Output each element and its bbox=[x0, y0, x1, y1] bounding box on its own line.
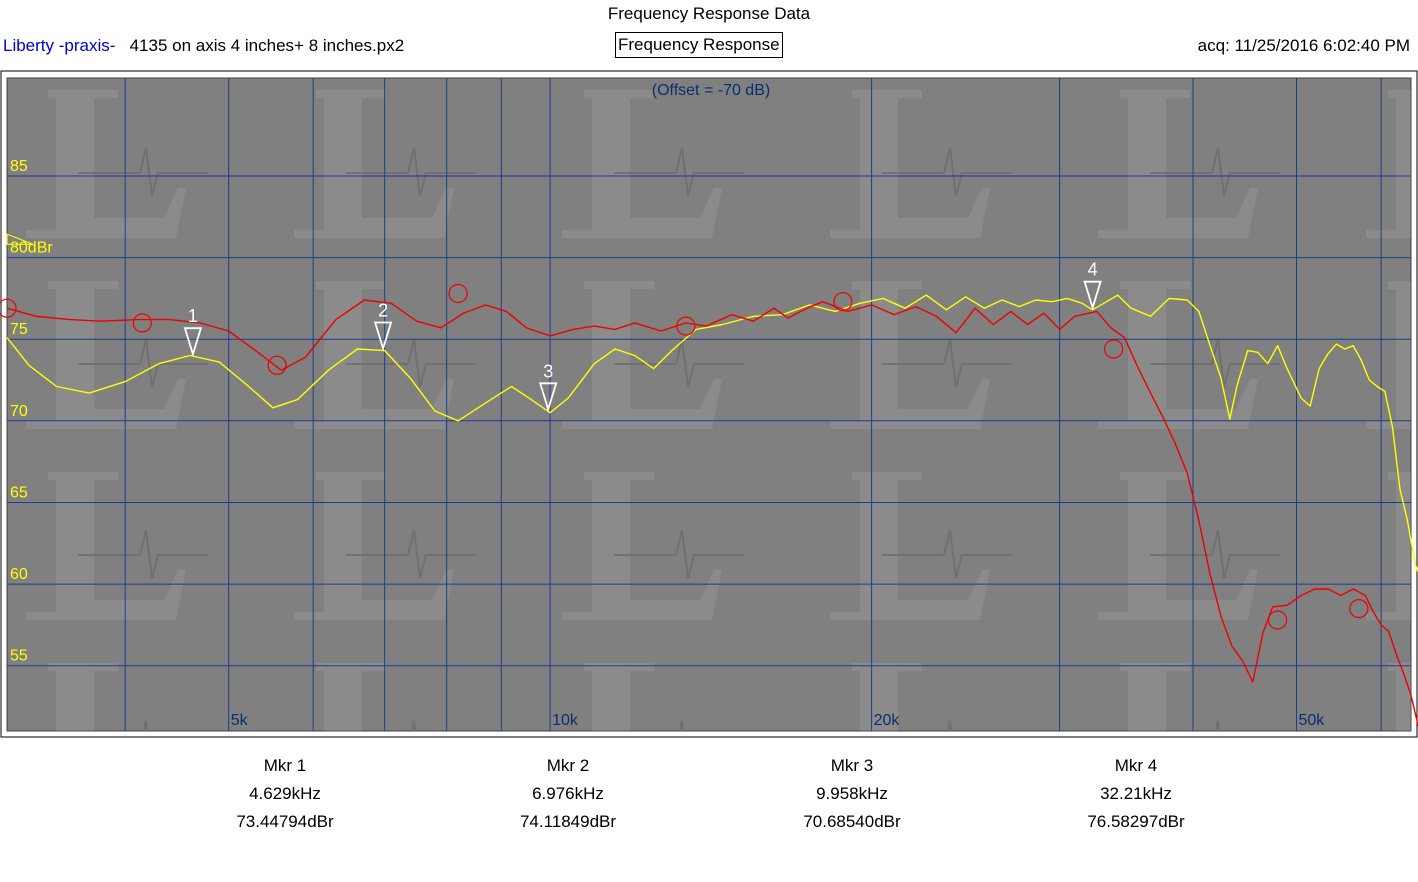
circle-marker bbox=[1267, 610, 1288, 630]
y-tick-label: 80dBr bbox=[10, 240, 53, 257]
marker-readout-1: Mkr 1 4.629kHz 73.44794dBr bbox=[175, 752, 395, 836]
delta-marker-label: 2 bbox=[378, 301, 388, 321]
circle-marker bbox=[676, 316, 696, 336]
program-name: Liberty -praxis- bbox=[3, 36, 116, 55]
delta-marker-label: 3 bbox=[543, 361, 553, 381]
frequency-response-chart: 85 80dBr 75 70 65 60 55 5k 10k 20k 50k (Offset = -… bbox=[0, 70, 1418, 738]
marker-readout-frequency: 9.958kHz bbox=[816, 784, 888, 803]
grid bbox=[7, 78, 1411, 731]
x-tick-label: 20k bbox=[874, 712, 901, 729]
offset-note: (Offset = -70 dB) bbox=[652, 82, 770, 99]
marker-readout-4: Mkr 4 32.21kHz 76.58297dBr bbox=[1026, 752, 1246, 836]
delta-marker bbox=[183, 327, 203, 358]
chart-title: Frequency Response Data bbox=[607, 4, 811, 23]
y-tick-label: 85 bbox=[10, 158, 28, 175]
marker-readout-level: 73.44794dBr bbox=[236, 812, 334, 831]
watermark-pattern bbox=[7, 78, 1411, 731]
marker-readout-name: Mkr 4 bbox=[1114, 756, 1158, 775]
circle-marker bbox=[1103, 339, 1124, 359]
frequency-response-tab[interactable]: Frequency Response bbox=[615, 32, 783, 58]
y-tick-label: 75 bbox=[10, 321, 28, 338]
marker-readout-3: Mkr 3 9.958kHz 70.68540dBr bbox=[742, 752, 962, 836]
circle-marker bbox=[132, 313, 152, 333]
delta-marker bbox=[538, 382, 558, 413]
x-tick-label: 50k bbox=[1299, 712, 1326, 729]
delta-marker-label: 4 bbox=[1088, 260, 1098, 280]
delta-marker bbox=[1083, 280, 1102, 311]
circle-marker bbox=[1349, 598, 1369, 619]
marker-readout-level: 70.68540dBr bbox=[803, 812, 901, 831]
marker-readout-name: Mkr 1 bbox=[263, 756, 307, 775]
measurement-info: Liberty -praxis- 4135 on axis 4 inches+ … bbox=[3, 36, 404, 56]
x-tick-label: 10k bbox=[552, 712, 579, 729]
circle-marker bbox=[833, 292, 853, 312]
y-tick-label: 65 bbox=[10, 485, 28, 502]
marker-readout-frequency: 4.629kHz bbox=[249, 784, 321, 803]
circle-marker bbox=[448, 283, 468, 304]
x-tick-label: 5k bbox=[231, 712, 249, 729]
y-tick-label: 60 bbox=[10, 566, 28, 583]
y-tick-label: 70 bbox=[10, 403, 28, 420]
axis-labels: 85 80dBr 75 70 65 60 55 5k 10k 20k 50k bbox=[6, 158, 1326, 729]
marker-readout-name: Mkr 3 bbox=[830, 756, 874, 775]
file-name: 4135 on axis 4 inches+ 8 inches.px2 bbox=[129, 36, 405, 55]
delta-marker-label: 1 bbox=[188, 306, 198, 326]
series-line-1 bbox=[6, 294, 1418, 575]
marker-readout-level: 76.58297dBr bbox=[1087, 812, 1185, 831]
marker-readout-level: 74.11849dBr bbox=[519, 812, 617, 831]
reference-level-marker bbox=[6, 233, 34, 245]
series-line-2 bbox=[6, 299, 1418, 727]
acquisition-timestamp: acq: 11/25/2016 6:02:40 PM bbox=[1197, 36, 1410, 55]
circle-marker bbox=[267, 355, 287, 375]
marker-readout-name: Mkr 2 bbox=[546, 756, 590, 775]
circle-markers bbox=[0, 283, 1369, 630]
y-tick-label: 55 bbox=[10, 648, 28, 665]
circle-marker bbox=[0, 298, 17, 318]
marker-readout-2: Mkr 2 6.976kHz 74.11849dBr bbox=[458, 752, 678, 836]
series-layer bbox=[6, 294, 1418, 727]
delta-markers: 1 2 3 4 bbox=[183, 260, 1102, 413]
marker-readout-frequency: 32.21kHz bbox=[1100, 784, 1172, 803]
delta-marker bbox=[373, 321, 393, 352]
marker-readout-frequency: 6.976kHz bbox=[532, 784, 604, 803]
